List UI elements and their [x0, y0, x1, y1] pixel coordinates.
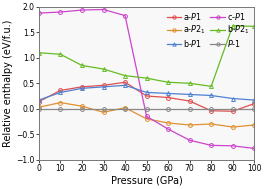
b-$P$2$_1$	[231, 25, 234, 27]
Line: c-$P$1: c-$P$1	[37, 8, 256, 150]
c-$P$1	[37, 12, 41, 14]
b-$P$2$_1$	[37, 52, 41, 54]
c-$P$1	[123, 15, 127, 17]
b-$P$2$_1$	[59, 53, 62, 55]
c-$P$1	[231, 145, 234, 147]
Line: $P$-1: $P$-1	[37, 107, 256, 111]
c-$P$1	[188, 139, 191, 141]
a-$P$2$_1$	[210, 123, 213, 125]
b-$P$2$_1$	[102, 68, 105, 70]
$P$-1	[145, 108, 148, 110]
Line: a-$P$1: a-$P$1	[37, 80, 256, 113]
b-$P$1	[145, 91, 148, 94]
b-$P$1	[80, 87, 83, 90]
a-$P$1	[166, 96, 170, 99]
b-$P$2$_1$	[80, 64, 83, 67]
$P$-1	[123, 108, 127, 110]
a-$P$1	[123, 81, 127, 83]
a-$P$1	[210, 110, 213, 112]
b-$P$2$_1$	[166, 81, 170, 83]
b-$P$2$_1$	[253, 25, 256, 27]
$P$-1	[80, 108, 83, 110]
a-$P$2$_1$	[145, 118, 148, 120]
c-$P$1	[59, 11, 62, 13]
$P$-1	[231, 108, 234, 110]
a-$P$2$_1$	[188, 124, 191, 126]
a-$P$1	[145, 95, 148, 97]
a-$P$1	[231, 110, 234, 112]
a-$P$2$_1$	[166, 122, 170, 124]
a-$P$1	[59, 89, 62, 91]
b-$P$1	[231, 97, 234, 100]
b-$P$1	[123, 84, 127, 86]
b-$P$2$_1$	[145, 77, 148, 79]
a-$P$2$_1$	[59, 101, 62, 104]
$P$-1	[188, 108, 191, 110]
b-$P$1	[210, 94, 213, 97]
b-$P$1	[102, 86, 105, 88]
b-$P$1	[188, 93, 191, 96]
c-$P$1	[166, 128, 170, 130]
a-$P$1	[253, 102, 256, 105]
a-$P$2$_1$	[102, 111, 105, 113]
$P$-1	[37, 108, 41, 110]
b-$P$2$_1$	[210, 85, 213, 88]
b-$P$1	[253, 99, 256, 101]
Y-axis label: Relative enthalpy (eV/f.u.): Relative enthalpy (eV/f.u.)	[3, 20, 14, 147]
c-$P$1	[102, 8, 105, 11]
a-$P$2$_1$	[231, 126, 234, 128]
$P$-1	[102, 108, 105, 110]
c-$P$1	[80, 9, 83, 11]
Legend: a-$P$1, a-$P$2$_1$, b-$P$1, c-$P$1, b-$P$2$_1$, $P$-1: a-$P$1, a-$P$2$_1$, b-$P$1, c-$P$1, b-$P…	[165, 9, 252, 50]
Line: a-$P$2$_1$: a-$P$2$_1$	[37, 101, 256, 129]
X-axis label: Pressure (GPa): Pressure (GPa)	[111, 176, 183, 186]
Line: b-$P$2$_1$: b-$P$2$_1$	[37, 24, 256, 88]
a-$P$1	[188, 100, 191, 102]
b-$P$2$_1$	[123, 74, 127, 77]
a-$P$2$_1$	[253, 124, 256, 126]
b-$P$2$_1$	[188, 82, 191, 84]
c-$P$1	[253, 147, 256, 149]
$P$-1	[59, 108, 62, 110]
a-$P$2$_1$	[37, 106, 41, 108]
$P$-1	[253, 108, 256, 110]
a-$P$1	[80, 86, 83, 88]
$P$-1	[166, 108, 170, 110]
a-$P$1	[37, 101, 41, 103]
b-$P$1	[59, 91, 62, 94]
b-$P$1	[37, 99, 41, 101]
Line: b-$P$1: b-$P$1	[37, 83, 256, 102]
a-$P$1	[102, 84, 105, 86]
$P$-1	[210, 108, 213, 110]
c-$P$1	[210, 144, 213, 146]
a-$P$2$_1$	[123, 107, 127, 109]
a-$P$2$_1$	[80, 105, 83, 107]
c-$P$1	[145, 115, 148, 118]
b-$P$1	[166, 92, 170, 94]
